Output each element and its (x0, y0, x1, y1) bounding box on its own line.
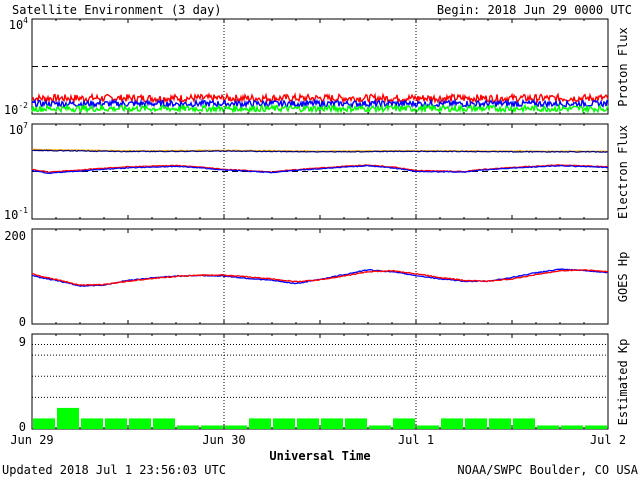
kp-bar-10 (273, 418, 295, 429)
begin-time: Begin: 2018 Jun 29 0000 UTC (437, 3, 632, 17)
kp-bar-21 (537, 425, 559, 429)
kp-bar-4 (129, 418, 151, 429)
kp-bar-16 (417, 425, 439, 429)
estimated-kp-label: Estimated Kp (616, 339, 630, 426)
electron-panel-frame (31, 123, 609, 220)
kp-bar-15 (393, 418, 415, 429)
kp-bar-18 (465, 418, 487, 429)
x-tick-label-3: Jul 2 (590, 433, 626, 447)
electron-ytick-top: 107 (9, 121, 28, 137)
kp-bar-6 (177, 425, 199, 429)
electron-series-blue (31, 164, 609, 175)
grid-layer (32, 19, 608, 429)
goes-hp-series-red (32, 269, 609, 287)
kp-ytick-bottom: 0 (19, 420, 26, 434)
kp-bar-23 (585, 425, 607, 429)
kp-bar-17 (441, 418, 463, 429)
kp-bar-20 (513, 418, 535, 429)
kp-panel-frame (31, 333, 609, 430)
kp-bar-7 (201, 425, 223, 429)
updated-timestamp: Updated 2018 Jul 1 23:56:03 UTC (2, 463, 226, 477)
x-tick-label-0: Jun 29 (10, 433, 53, 447)
x-axis: Jun 29 Jun 30 Jul 1 Jul 2 (10, 19, 626, 447)
proton-series-blue (31, 97, 609, 110)
kp-bar-19 (489, 418, 511, 429)
x-tick-label-2: Jul 1 (398, 433, 434, 447)
x-axis-title: Universal Time (269, 449, 370, 463)
kp-bar-11 (297, 418, 319, 429)
kp-bar-0 (33, 418, 55, 429)
proton-ytick-bottom: 10-2 (4, 101, 28, 117)
proton-ytick-top: 104 (9, 16, 28, 32)
kp-bar-13 (345, 418, 367, 429)
chart-title: Satellite Environment (3 day) (12, 3, 222, 17)
proton-series-red (31, 91, 609, 105)
kp-bar-12 (321, 418, 343, 429)
proton-panel-frame (31, 18, 609, 115)
goes-hp-panel-frame (31, 228, 609, 325)
kp-bar-2 (81, 418, 103, 429)
kp-bar-3 (105, 418, 127, 429)
electron-series-red (31, 164, 609, 174)
kp-bar-5 (153, 418, 175, 429)
electron-series-navy (31, 149, 609, 153)
kp-bar-14 (369, 425, 391, 429)
x-tick-label-1: Jun 30 (202, 433, 245, 447)
kp-bar-8 (225, 425, 247, 429)
goes-hp-label: GOES Hp (616, 252, 630, 303)
data-layer (31, 91, 609, 429)
electron-ytick-bottom: 10-1 (4, 206, 28, 222)
credit-line: NOAA/SWPC Boulder, CO USA (457, 463, 638, 477)
proton-flux-label: Proton Flux (616, 27, 630, 106)
kp-bar-1 (57, 407, 79, 429)
electron-flux-label: Electron Flux (616, 125, 630, 219)
kp-ytick-top: 9 (19, 335, 26, 349)
hp-ytick-top: 200 (4, 229, 26, 243)
kp-bar-9 (249, 418, 271, 429)
kp-bar-22 (561, 425, 583, 429)
hp-ytick-bottom: 0 (19, 315, 26, 329)
